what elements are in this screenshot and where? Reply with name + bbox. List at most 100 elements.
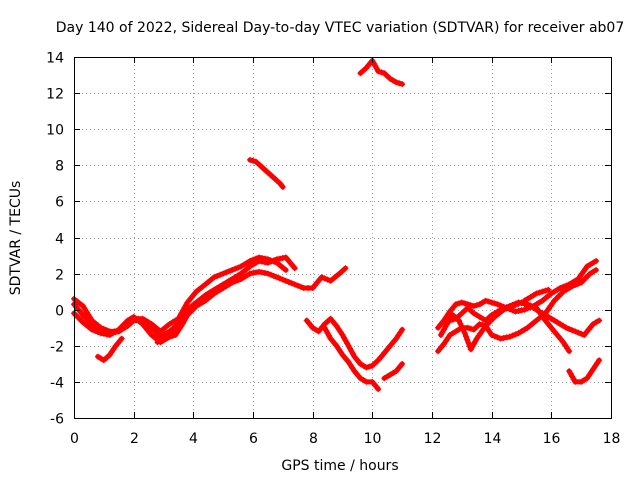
data-point-marker [291,281,298,288]
data-point-marker [521,306,528,313]
data-point-marker [270,174,277,181]
y-tick-label: 10 [46,123,64,139]
data-point-marker [91,327,98,334]
data-point-marker [160,335,167,342]
axis-ticks: 0 2 4 6 8 10 12 14 16 18 -6 -4 -2 0 2 4 6 8 10 12 14 [46,51,620,448]
data-point-marker [518,307,525,314]
data-point-marker [491,300,498,307]
data-point-marker [345,359,352,365]
data-point-marker [381,70,388,77]
data-point-marker [318,274,325,281]
data-point-marker [467,302,474,309]
data-point-marker [506,333,513,340]
data-point-marker [592,363,599,370]
series-arc-6 [247,156,286,190]
data-point-marker [515,307,522,314]
data-point-marker [285,279,292,285]
data-point-marker [253,269,259,276]
data-point-marker [264,259,271,266]
data-point-marker [279,184,286,190]
data-point-marker [524,301,531,308]
data-point-marker [503,304,510,311]
data-point-marker [500,335,507,341]
data-point-marker [482,317,489,324]
data-point-marker [339,267,346,274]
data-point-marker [217,271,224,278]
series-arc-16 [566,357,603,385]
data-point-marker [232,265,239,272]
series-arc-10 [357,57,406,88]
data-point-marker [503,334,510,341]
series-arc-7 [303,315,406,371]
data-point-marker [250,270,256,276]
data-point-marker [270,257,277,264]
y-axis-label: SDTVAR / TECUs [8,181,24,296]
data-point-marker [363,364,370,371]
data-point-marker [578,330,585,337]
y-tick-label: -2 [50,340,64,356]
data-point-marker [333,322,340,329]
data-point-marker [267,258,274,265]
data-point-marker [488,299,495,306]
data-point-marker [460,327,467,333]
data-point-marker [458,310,465,317]
data-point-marker [455,313,462,319]
data-point-marker [357,70,364,77]
data-point-marker [279,276,286,283]
data-point-marker [294,282,301,289]
data-point-marker [461,307,468,314]
data-point-marker [235,277,242,284]
data-point-marker [509,301,516,308]
data-point-marker [276,180,283,187]
data-point-marker [569,283,576,290]
data-point-marker [273,177,280,184]
y-tick-label: -6 [50,412,64,428]
data-point-marker [118,335,125,342]
x-axis-label: GPS time / hours [281,458,398,474]
data-point-marker [258,258,265,265]
data-point-marker [229,279,236,286]
data-point-marker [276,275,283,282]
data-point-marker [470,326,477,333]
data-point-marker [103,331,110,338]
data-point-marker [539,288,546,295]
y-tick-label: 2 [55,268,64,284]
data-point-marker [399,360,406,367]
x-tick-label: 14 [484,431,502,447]
data-point-marker [596,357,603,364]
data-point-marker [384,73,391,79]
data-point-marker [488,332,495,338]
data-point-marker [512,331,519,338]
data-point-marker [366,363,373,370]
data-point-marker [247,156,253,163]
data-point-marker [509,332,516,339]
data-point-marker [463,333,469,340]
data-point-marker [232,278,239,285]
data-point-marker [452,315,459,322]
data-point-marker [536,289,543,296]
data-point-marker [324,276,331,283]
data-point-marker [393,79,400,86]
data-point-marker [375,386,382,393]
data-point-marker [88,326,95,333]
data-point-marker [512,308,519,315]
data-point-marker [166,333,173,340]
data-point-marker [446,317,453,324]
data-point-marker [378,69,385,76]
data-point-marker [572,378,579,385]
data-point-marker [396,80,403,87]
x-tick-label: 12 [424,431,442,447]
data-point-marker [220,270,227,277]
data-point-marker [256,268,262,275]
data-point-marker [264,169,271,176]
data-point-marker [485,314,492,321]
data-point-marker [566,348,573,355]
plot-border [74,57,612,419]
data-point-marker [253,158,259,165]
data-point-marker [452,301,459,308]
data-point-marker [363,378,370,385]
y-tick-label: 12 [46,87,64,103]
y-tick-label: 0 [55,304,64,320]
data-point-marker [169,332,176,339]
